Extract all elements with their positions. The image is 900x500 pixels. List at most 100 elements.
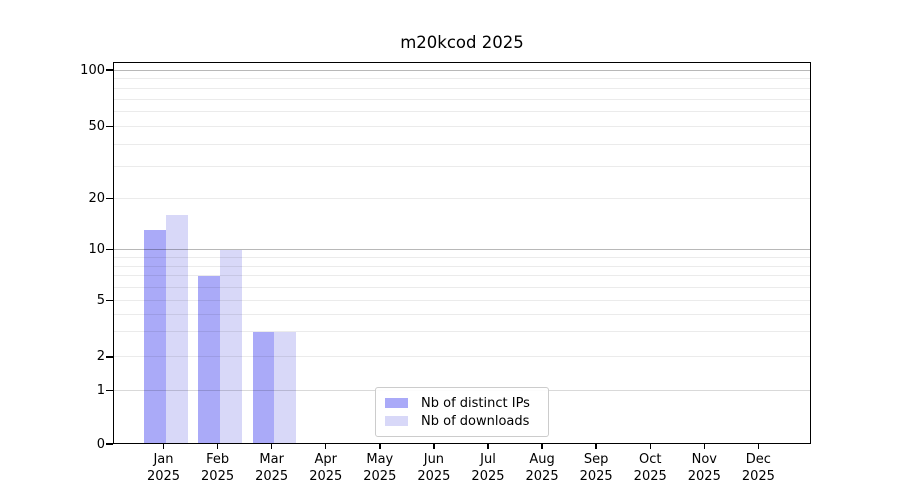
x-tick-label-month: Feb xyxy=(206,452,230,467)
plot-spine-top xyxy=(113,62,811,64)
plot-area: Nb of distinct IPs Nb of downloads xyxy=(113,62,811,444)
x-tick-label-month: May xyxy=(366,452,394,467)
gridline-y-9 xyxy=(113,256,811,258)
x-tick-label-sep: Sep 2025 xyxy=(568,452,624,485)
x-tick-label-year: 2025 xyxy=(417,468,451,484)
x-tick-label-year: 2025 xyxy=(309,468,343,484)
x-tick-label-oct: Oct 2025 xyxy=(622,452,678,485)
gridline-y-90 xyxy=(113,78,811,80)
y-tick-mark-100 xyxy=(106,69,113,71)
x-tick-label-aug: Aug 2025 xyxy=(514,452,570,485)
gridline-y-3 xyxy=(113,331,811,333)
x-tick-label-jun: Jun 2025 xyxy=(406,452,462,485)
gridline-y-60 xyxy=(113,111,811,113)
legend: Nb of distinct IPs Nb of downloads xyxy=(375,387,549,437)
x-tick-label-year: 2025 xyxy=(579,468,613,484)
x-tick-label-mar: Mar 2025 xyxy=(244,452,300,485)
y-tick-label-10: 10 xyxy=(88,242,105,258)
x-tick-mark-nov xyxy=(703,444,705,449)
chart-title: m20kcod 2025 xyxy=(400,33,524,52)
bar-downloads-feb xyxy=(220,249,242,444)
x-tick-mark-may xyxy=(379,444,381,449)
x-tick-label-year: 2025 xyxy=(525,468,559,484)
x-tick-mark-apr xyxy=(325,444,327,449)
x-tick-label-month: Jan xyxy=(153,452,174,467)
x-tick-mark-jun xyxy=(433,444,435,449)
gridline-y-30 xyxy=(113,166,811,168)
legend-item-downloads: Nb of downloads xyxy=(385,413,539,429)
y-tick-mark-50 xyxy=(106,126,113,128)
gridline-y-5 xyxy=(113,299,811,301)
y-tick-label-5: 5 xyxy=(96,292,105,308)
plot-spine-left xyxy=(113,62,115,444)
y-tick-mark-2 xyxy=(106,356,113,358)
x-tick-label-apr: Apr 2025 xyxy=(298,452,354,485)
x-tick-mark-feb xyxy=(216,444,219,449)
x-tick-label-month: Jun xyxy=(423,452,445,467)
y-tick-label-100: 100 xyxy=(80,62,105,78)
x-tick-label-year: 2025 xyxy=(687,468,721,484)
x-tick-label-month: Oct xyxy=(638,452,662,467)
x-tick-label-year: 2025 xyxy=(201,468,235,484)
x-tick-label-month: Jul xyxy=(480,452,496,467)
x-tick-mark-sep xyxy=(595,444,597,449)
gridline-y-6 xyxy=(113,286,811,288)
gridline-y-50 xyxy=(113,126,811,128)
bar-downloads-mar xyxy=(274,331,296,444)
bar-downloads-jan xyxy=(166,215,188,444)
y-tick-mark-1 xyxy=(106,389,113,392)
gridline-y-20 xyxy=(113,197,811,199)
x-tick-mark-jul xyxy=(487,444,489,449)
x-tick-label-nov: Nov 2025 xyxy=(676,452,732,485)
gridline-y-40 xyxy=(113,143,811,145)
plot-spine-right xyxy=(809,62,811,444)
x-tick-label-month: Aug xyxy=(529,452,555,467)
legend-item-distinct-ips: Nb of distinct IPs xyxy=(385,395,539,411)
x-tick-label-year: 2025 xyxy=(471,468,505,484)
x-tick-mark-dec xyxy=(757,444,760,449)
gridline-y-2 xyxy=(113,356,811,358)
bar-distinct-ips-mar xyxy=(252,331,275,444)
x-tick-label-year: 2025 xyxy=(741,468,775,484)
x-tick-mark-aug xyxy=(541,444,543,449)
x-tick-label-month: Dec xyxy=(745,452,771,467)
legend-label-distinct-ips: Nb of distinct IPs xyxy=(421,395,530,411)
gridline-y-100 xyxy=(113,69,811,71)
x-tick-label-month: Sep xyxy=(583,452,609,467)
x-tick-label-month: Apr xyxy=(314,452,337,467)
legend-swatch-distinct-ips xyxy=(385,398,408,408)
legend-label-downloads: Nb of downloads xyxy=(421,413,530,429)
x-tick-label-jul: Jul 2025 xyxy=(460,452,516,485)
x-tick-mark-mar xyxy=(270,444,273,449)
y-tick-label-20: 20 xyxy=(88,190,105,206)
y-tick-mark-20 xyxy=(106,197,113,200)
gridline-y-4 xyxy=(113,313,811,315)
y-tick-mark-10 xyxy=(106,249,113,251)
gridline-y-7 xyxy=(113,275,811,277)
x-tick-mark-oct xyxy=(649,444,651,449)
x-tick-label-jan: Jan 2025 xyxy=(136,452,192,485)
y-tick-label-2: 2 xyxy=(96,349,105,365)
gridline-y-80 xyxy=(113,87,811,89)
x-tick-mark-jan xyxy=(162,444,165,449)
x-tick-label-month: Nov xyxy=(691,452,717,467)
x-tick-label-dec: Dec 2025 xyxy=(730,452,786,485)
legend-swatch-downloads xyxy=(385,416,408,426)
gridline-y-10 xyxy=(113,249,811,251)
y-tick-label-0: 0 xyxy=(96,436,105,452)
y-tick-label-50: 50 xyxy=(88,119,105,135)
x-tick-label-year: 2025 xyxy=(633,468,667,484)
x-tick-label-month: Mar xyxy=(259,452,284,467)
gridline-y-8 xyxy=(113,265,811,267)
x-tick-label-may: May 2025 xyxy=(352,452,408,485)
gridline-y-70 xyxy=(113,98,811,100)
y-tick-label-1: 1 xyxy=(96,382,105,398)
x-tick-label-year: 2025 xyxy=(255,468,289,484)
plot-spine-bottom xyxy=(113,442,811,444)
x-tick-label-year: 2025 xyxy=(146,468,181,484)
x-tick-label-feb: Feb 2025 xyxy=(190,452,246,485)
x-tick-label-year: 2025 xyxy=(363,468,397,484)
y-tick-mark-0 xyxy=(106,443,113,445)
bar-distinct-ips-jan xyxy=(144,230,166,444)
